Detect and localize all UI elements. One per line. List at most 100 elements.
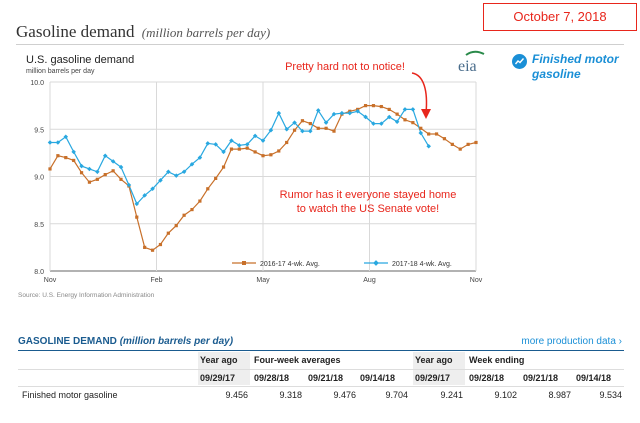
y-tick-label: 8.0 bbox=[34, 269, 44, 276]
data-point-2016-17 bbox=[253, 150, 257, 154]
data-point-2016-17 bbox=[363, 104, 368, 108]
y-tick-label: 8.5 bbox=[34, 222, 44, 229]
data-point-2016-17 bbox=[111, 169, 115, 173]
data-point-2016-17 bbox=[371, 104, 376, 108]
data-point-2016-17 bbox=[166, 231, 170, 235]
more-production-data-link[interactable]: more production data › bbox=[521, 336, 622, 347]
data-point-2017-18 bbox=[363, 114, 368, 120]
data-point-2016-17 bbox=[450, 142, 454, 146]
line-chart-icon bbox=[512, 54, 527, 69]
header-year-ago-weekly: Year ago bbox=[415, 355, 453, 365]
data-point-2016-17 bbox=[324, 126, 328, 130]
data-point-2016-17 bbox=[458, 147, 462, 151]
data-point-2016-17 bbox=[395, 112, 399, 116]
data-point-2016-17 bbox=[182, 213, 186, 217]
data-point-2017-18 bbox=[173, 173, 179, 178]
data-point-2016-17 bbox=[379, 104, 383, 109]
value-cell: 9.241 bbox=[440, 390, 463, 400]
data-point-2017-18 bbox=[95, 169, 100, 175]
data-point-2016-17 bbox=[403, 118, 407, 122]
table-date-header: 09/29/17 09/28/18 09/21/18 09/14/18 09/2… bbox=[18, 369, 624, 385]
date-cell: 09/21/18 bbox=[308, 373, 344, 383]
data-point-2017-18 bbox=[189, 161, 195, 167]
title-divider bbox=[16, 44, 624, 45]
data-point-2016-17 bbox=[419, 126, 423, 130]
data-point-2016-17 bbox=[332, 129, 336, 133]
data-point-2016-17 bbox=[72, 158, 76, 163]
annotation-3: to watch the US Senate vote! bbox=[297, 203, 439, 215]
data-point-2017-18 bbox=[47, 140, 53, 145]
table-title-prefix: GASOLINE DEMAND bbox=[18, 336, 117, 347]
x-tick-label: Nov bbox=[44, 277, 57, 284]
data-point-2016-17 bbox=[79, 171, 84, 175]
chart-source: Source: U.S. Energy Information Administ… bbox=[18, 292, 155, 299]
data-point-2017-18 bbox=[347, 110, 353, 116]
year-ago-shade bbox=[198, 352, 250, 385]
page-title-text: Gasoline demand bbox=[16, 22, 135, 41]
side-panel-label[interactable]: Finished motor gasoline bbox=[532, 52, 619, 81]
data-point-2016-17 bbox=[466, 142, 470, 146]
data-point-2017-18 bbox=[410, 107, 416, 112]
header-week-ending: Week ending bbox=[469, 355, 525, 365]
data-point-2016-17 bbox=[214, 176, 218, 180]
year-ago-weekly-shade bbox=[413, 352, 465, 385]
legend-label-2016: 2016-17 4-wk. Avg. bbox=[260, 261, 320, 268]
data-point-2016-17 bbox=[387, 107, 391, 112]
value-cell: 8.987 bbox=[548, 390, 571, 400]
data-point-2016-17 bbox=[474, 140, 478, 145]
data-point-2016-17 bbox=[174, 224, 178, 228]
data-point-2016-17 bbox=[158, 242, 163, 247]
data-point-2016-17 bbox=[316, 126, 320, 130]
data-point-2016-17 bbox=[190, 207, 194, 212]
annotation-2: Rumor has it everyone stayed home bbox=[280, 189, 457, 201]
data-point-2016-17 bbox=[292, 128, 297, 132]
data-point-2017-18 bbox=[276, 110, 282, 116]
data-point-2017-18 bbox=[355, 109, 360, 114]
date-cell: 09/28/18 bbox=[469, 373, 505, 383]
data-point-2017-18 bbox=[331, 111, 337, 117]
data-point-2016-17 bbox=[221, 165, 226, 169]
data-point-2016-17 bbox=[245, 146, 249, 150]
value-cell: 9.456 bbox=[225, 390, 248, 400]
page-subtitle: (million barrels per day) bbox=[141, 25, 271, 40]
data-point-2017-18 bbox=[87, 166, 92, 172]
legend-marker-2016 bbox=[242, 261, 246, 265]
data-point-2016-17 bbox=[119, 177, 123, 181]
legend-marker-2017 bbox=[373, 260, 379, 266]
data-point-2016-17 bbox=[48, 167, 52, 171]
row-label: Finished motor gasoline bbox=[22, 390, 118, 400]
data-point-2017-18 bbox=[221, 149, 226, 155]
data-point-2016-17 bbox=[103, 173, 107, 177]
data-point-2016-17 bbox=[411, 121, 415, 125]
table-divider bbox=[18, 350, 624, 351]
data-point-2016-17 bbox=[87, 180, 92, 184]
data-point-2016-17 bbox=[427, 132, 431, 136]
data-point-2016-17 bbox=[150, 248, 155, 252]
data-point-2017-18 bbox=[79, 163, 84, 169]
data-point-2017-18 bbox=[205, 141, 211, 146]
table-group-header: Year ago Four-week averages Year ago Wee… bbox=[18, 352, 624, 368]
data-point-2016-17 bbox=[261, 154, 265, 158]
data-point-2016-17 bbox=[442, 137, 447, 141]
data-point-2016-17 bbox=[277, 149, 281, 153]
data-point-2017-18 bbox=[426, 143, 431, 149]
x-tick-label: Feb bbox=[150, 277, 162, 284]
date-cell: 09/21/18 bbox=[523, 373, 559, 383]
data-point-2016-17 bbox=[285, 140, 289, 145]
data-point-2016-17 bbox=[237, 147, 241, 151]
date-cell: 09/28/18 bbox=[254, 373, 290, 383]
data-point-2016-17 bbox=[143, 245, 147, 249]
data-point-2016-17 bbox=[95, 177, 99, 181]
value-cell: 9.704 bbox=[385, 390, 408, 400]
annotation-1: Pretty hard not to notice! bbox=[285, 61, 405, 73]
data-point-2017-18 bbox=[102, 153, 108, 158]
value-cell: 9.102 bbox=[494, 390, 517, 400]
data-point-2017-18 bbox=[386, 114, 392, 120]
table-title: GASOLINE DEMAND (million barrels per day… bbox=[18, 336, 233, 347]
data-point-2016-17 bbox=[135, 215, 139, 219]
value-cell: 9.534 bbox=[599, 390, 622, 400]
header-four-week-averages: Four-week averages bbox=[254, 355, 341, 365]
data-point-2017-18 bbox=[371, 121, 376, 126]
data-point-2016-17 bbox=[434, 132, 439, 136]
annotation-arrow bbox=[411, 72, 428, 114]
